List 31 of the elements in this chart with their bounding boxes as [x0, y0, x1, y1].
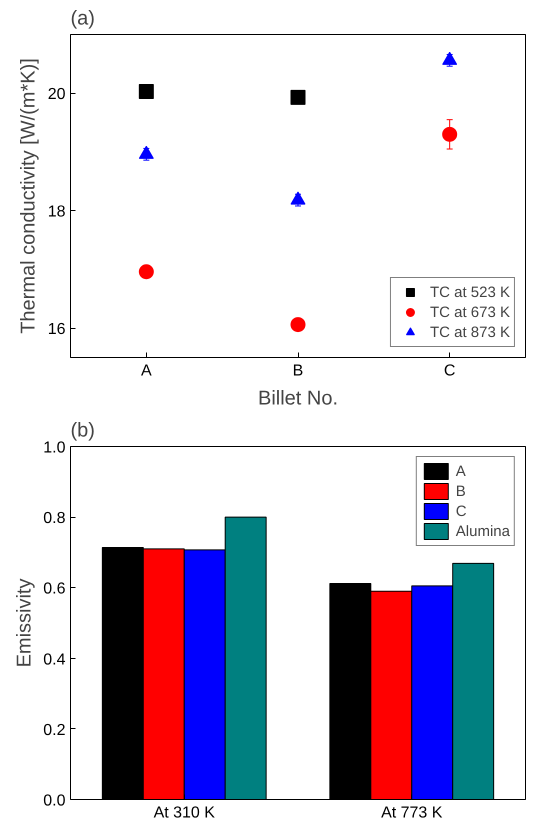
y-axis-title: Thermal conductivity [W/(m*K)]	[18, 58, 40, 334]
point	[138, 84, 154, 99]
legend-label: TC at 523 K	[430, 284, 510, 300]
y-tick-label: 16	[48, 321, 66, 338]
legend-label: C	[456, 502, 468, 520]
y-tick-label: 0.8	[43, 510, 66, 528]
point	[442, 126, 458, 142]
y-tick-label: 0.2	[43, 722, 66, 739]
chart-title: (b)	[70, 420, 95, 442]
y-axis-title: Emissivity	[13, 578, 36, 668]
x-tick-label: C	[444, 362, 456, 380]
x-tick-label: At 310 K	[154, 804, 216, 822]
chart-title: (a)	[70, 8, 95, 30]
y-tick-label: 0.4	[43, 651, 66, 668]
x-tick-label: B	[292, 362, 304, 380]
legend-label: B	[456, 482, 467, 500]
y-tick-label: 1.0	[43, 440, 66, 456]
legend-label: TC at 673 K	[430, 304, 510, 320]
legend-label: A	[456, 462, 467, 480]
point	[290, 90, 306, 105]
point	[290, 317, 306, 332]
y-tick-label: 20	[48, 86, 66, 104]
y-tick-label: 0.6	[43, 580, 66, 598]
point	[138, 264, 154, 280]
x-tick-label: At 773 K	[381, 804, 443, 822]
legend-label: Alumina	[456, 522, 510, 540]
x-axis-title: Billet No.	[258, 388, 338, 410]
y-tick-label: 18	[48, 204, 66, 221]
legend-label: TC at 873 K	[430, 324, 510, 340]
x-tick-label: A	[140, 362, 152, 380]
y-tick-label: 0.0	[43, 792, 66, 810]
